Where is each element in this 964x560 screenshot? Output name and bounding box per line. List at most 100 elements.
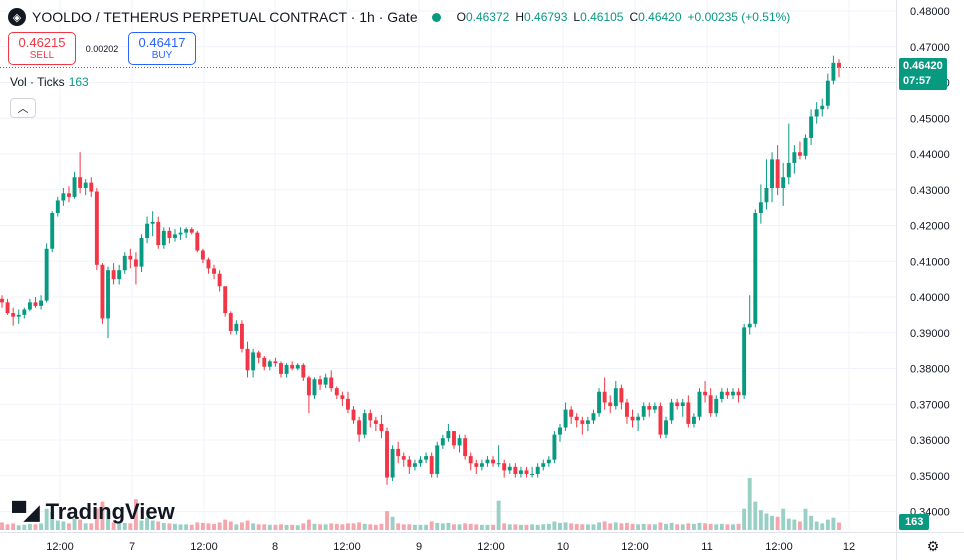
candle-body	[619, 388, 624, 403]
volume-bar	[641, 523, 646, 530]
tradingview-logo[interactable]: ▀◢ TradingView	[12, 499, 175, 525]
volume-bar	[139, 520, 144, 530]
candle-body	[100, 264, 105, 319]
candle-body	[530, 473, 535, 475]
volume-bar	[33, 524, 38, 530]
volume-bar	[703, 523, 708, 530]
volume-bar	[94, 508, 99, 530]
sell-price: 0.46215	[18, 34, 66, 50]
sell-button[interactable]: 0.46215 SELL	[8, 32, 76, 65]
volume-bar	[83, 523, 88, 530]
buy-price: 0.46417	[138, 34, 186, 50]
candle-body	[831, 62, 836, 81]
candle-body	[440, 438, 445, 446]
y-tick-label: 0.48000	[910, 6, 950, 18]
volume-bar	[647, 524, 652, 530]
volume-bar	[189, 524, 194, 530]
candle-body	[820, 105, 825, 110]
candle-body	[167, 230, 172, 239]
candle-body	[145, 223, 150, 239]
candle-body	[133, 259, 138, 267]
change-value: +0.00235 (+0.51%)	[687, 10, 791, 24]
x-tick-label: 12:00	[333, 541, 361, 553]
high-value: 0.46793	[524, 10, 568, 24]
candle-body	[396, 448, 401, 457]
candle-body	[580, 420, 585, 424]
volume-bar	[770, 515, 774, 530]
candle-body	[591, 413, 596, 421]
volume-bar	[697, 522, 702, 530]
volume-bar	[67, 523, 71, 530]
candle-body	[212, 268, 216, 274]
volume-bar	[50, 512, 55, 530]
candle-body	[563, 409, 568, 428]
volume-bar	[379, 523, 384, 530]
volume-bar	[239, 522, 244, 530]
volume-bar	[496, 500, 501, 530]
candle-body	[452, 431, 456, 446]
candle-body	[279, 363, 283, 374]
candle-body	[67, 193, 71, 197]
candle-body	[675, 402, 680, 407]
candle-body	[94, 191, 99, 265]
volume-legend[interactable]: Vol · Ticks 163	[10, 75, 89, 89]
candle-body	[613, 388, 618, 407]
buy-button[interactable]: 0.46417 BUY	[128, 32, 196, 65]
spread-value: 0.00202	[85, 43, 119, 54]
candle-body	[184, 229, 189, 233]
x-tick-label: 9	[416, 541, 422, 553]
x-tick-label: 12:00	[477, 541, 505, 553]
candle-body	[424, 456, 429, 460]
candle-body	[736, 391, 741, 396]
candle-body	[83, 182, 88, 188]
chevron-up-icon[interactable]: ︿	[10, 98, 36, 118]
y-tick-label: 0.37000	[910, 399, 950, 411]
volume-tag: 163	[899, 514, 930, 530]
candle-body	[507, 466, 512, 471]
candle-body	[708, 395, 713, 414]
candle-body	[558, 427, 562, 435]
candle-body	[106, 270, 110, 319]
candle-body	[463, 438, 468, 457]
candle-body	[357, 420, 362, 435]
candle-body	[412, 463, 417, 467]
volume-bar	[346, 523, 350, 530]
last-price: 0.46420	[903, 60, 943, 72]
candle-body	[608, 402, 613, 407]
candle-body	[764, 187, 769, 203]
candle-body	[161, 230, 166, 246]
candle-body	[758, 202, 763, 213]
candle-body	[50, 212, 55, 249]
candle-body	[641, 406, 646, 417]
candle-body	[524, 470, 529, 474]
candle-body	[485, 459, 490, 464]
volume-bar	[11, 523, 16, 530]
symbol-title[interactable]: YOOLDO / TETHERUS PERPETUAL CONTRACT · 1…	[32, 9, 418, 25]
volume-bar	[524, 524, 529, 530]
candle-body	[329, 377, 334, 389]
candle-body	[200, 250, 205, 260]
volume-bar	[89, 523, 94, 530]
candle-body	[630, 416, 635, 421]
volume-bar	[195, 522, 200, 530]
candle-body	[11, 313, 16, 317]
candle-body	[457, 438, 462, 446]
candle-body	[267, 361, 272, 367]
candle-body	[78, 177, 83, 188]
volume-bar	[535, 524, 540, 530]
candle-body	[731, 391, 735, 396]
volume-bar	[563, 522, 568, 530]
volume-bar	[463, 523, 468, 530]
volume-bar	[714, 524, 719, 530]
candle-body	[814, 109, 819, 117]
volume-bar	[764, 513, 769, 530]
candle-body	[284, 364, 289, 374]
y-tick-label: 0.42000	[910, 221, 950, 233]
candle-body	[301, 364, 306, 378]
gear-icon[interactable]: ⚙	[926, 538, 940, 554]
volume-bar	[206, 523, 211, 530]
candle-body	[128, 255, 133, 260]
candle-body	[658, 406, 663, 435]
